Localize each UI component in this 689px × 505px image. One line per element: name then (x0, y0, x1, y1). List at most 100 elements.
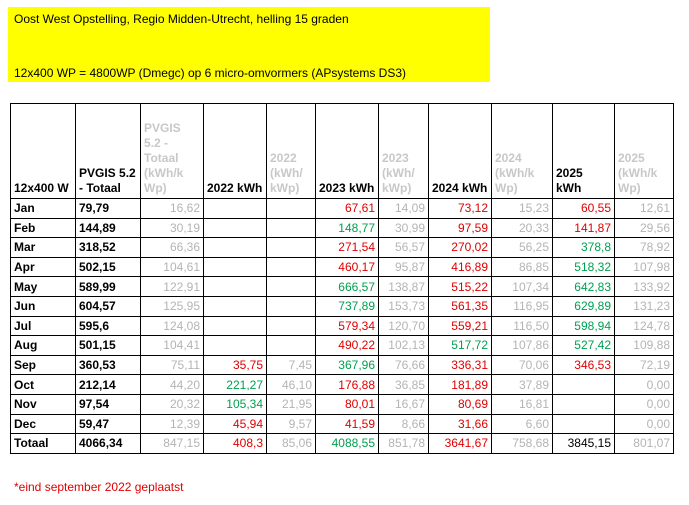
table-cell: 70,06 (491, 354, 553, 376)
table-cell: 138,87 (378, 276, 429, 297)
table-cell: 221,27 (203, 374, 267, 395)
table-cell: 16,81 (491, 393, 553, 415)
column-header: PVGIS 5.2 - Totaal (75, 103, 141, 199)
table-cell: 75,11 (140, 354, 204, 376)
table-cell: 105,34 (203, 393, 267, 415)
table-cell: 120,70 (378, 315, 429, 337)
table-row: Mar 318,52 66,36 271,54 56,57 270,02 56,25 378,… (10, 237, 674, 258)
table-cell: 102,13 (378, 335, 429, 356)
table-cell: 346,53 (552, 354, 615, 376)
table-cell: 116,50 (491, 315, 553, 337)
table-cell: 8,66 (378, 413, 429, 435)
table-cell: 78,92 (614, 237, 674, 258)
title: Oost West Opstelling, Regio Midden-Utrec… (14, 12, 349, 26)
table-cell: 67,61 (315, 198, 379, 219)
table-cell: 122,91 (140, 276, 204, 297)
column-header: 2023 kWh (315, 103, 379, 199)
table-cell: 629,89 (552, 295, 615, 317)
table-row: Jun 604,57 125,95 737,89 153,73 561,35 116,95 6… (10, 295, 674, 317)
table-row: Aug 501,15 104,41 490,22 102,13 517,72 107,86 5… (10, 335, 674, 356)
data-table: 12x400 W PVGIS 5.2 - Totaal PVGIS 5.2 - To… (10, 103, 674, 454)
table-cell: Jun (10, 295, 76, 317)
table-cell: 0,00 (614, 413, 674, 435)
table-cell: 30,19 (140, 217, 204, 239)
table-cell: 527,42 (552, 335, 615, 356)
table-cell: 116,95 (491, 295, 553, 317)
table-row: Sep 360,53 75,11 35,75 7,45 367,96 76,66 336,31… (10, 354, 674, 376)
table-cell: 12,39 (140, 413, 204, 435)
table-cell (203, 237, 267, 258)
table-cell: 7,45 (266, 354, 316, 376)
table-cell: 41,59 (315, 413, 379, 435)
table-row: Jul 595,6 124,08 579,34 120,70 559,21 116,50 59… (10, 315, 674, 337)
column-header: 12x400 W (10, 103, 76, 199)
table-cell: 737,89 (315, 295, 379, 317)
column-header: 2025 kWh (552, 103, 615, 199)
table-cell (266, 276, 316, 297)
table-cell: 847,15 (140, 433, 204, 454)
table-cell: 360,53 (75, 354, 141, 376)
table-cell (266, 237, 316, 258)
table-cell: 3845,15 (552, 433, 615, 454)
table-cell: 104,41 (140, 335, 204, 356)
table-cell: 604,57 (75, 295, 141, 317)
table-cell (266, 335, 316, 356)
table-cell (266, 256, 316, 278)
table-cell: 598,94 (552, 315, 615, 337)
table-cell: 801,07 (614, 433, 674, 454)
table-cell: 80,69 (428, 393, 492, 415)
table-cell: May (10, 276, 76, 297)
table-cell: 86,85 (491, 256, 553, 278)
table-cell (203, 276, 267, 297)
table-cell: 97,59 (428, 217, 492, 239)
table-cell: 9,57 (266, 413, 316, 435)
column-header: 2022 kWh (203, 103, 267, 199)
table-cell: 0,00 (614, 393, 674, 415)
table-cell: 107,86 (491, 335, 553, 356)
column-header: 2025 (kWh/k Wp) (614, 103, 674, 199)
column-header: 2024 kWh (428, 103, 492, 199)
table-cell: 16,67 (378, 393, 429, 415)
table-cell: 4088,55 (315, 433, 379, 454)
table-cell: 44,20 (140, 374, 204, 395)
column-header: 2024 (kWh/k Wp) (491, 103, 553, 199)
table-cell: 20,32 (140, 393, 204, 415)
table-cell: Feb (10, 217, 76, 239)
table-cell: 45,94 (203, 413, 267, 435)
table-cell: 6,60 (491, 413, 553, 435)
table-cell: Sep (10, 354, 76, 376)
table-cell: 80,01 (315, 393, 379, 415)
table-cell: 109,88 (614, 335, 674, 356)
table-cell: Mar (10, 237, 76, 258)
table-cell: 97,54 (75, 393, 141, 415)
table-row: Feb 144,89 30,19 148,77 30,99 97,59 20,33 141,8… (10, 217, 674, 239)
table-cell (266, 217, 316, 239)
table-cell: 589,99 (75, 276, 141, 297)
table-cell (203, 295, 267, 317)
table-row: May 589,99 122,91 666,57 138,87 515,22 107,34 6… (10, 276, 674, 297)
table-cell: 46,10 (266, 374, 316, 395)
table-cell: 35,75 (203, 354, 267, 376)
table-cell: 517,72 (428, 335, 492, 356)
table-cell: 666,57 (315, 276, 379, 297)
table-cell (203, 315, 267, 337)
table-cell: Jan (10, 198, 76, 219)
table-cell: 72,19 (614, 354, 674, 376)
table-cell: 37,89 (491, 374, 553, 395)
table-cell (552, 413, 615, 435)
table-row: Totaal 4066,34 847,15 408,3 85,06 4088,55 851,… (10, 433, 674, 454)
table-cell: 378,8 (552, 237, 615, 258)
table-cell: 490,22 (315, 335, 379, 356)
table-cell (266, 295, 316, 317)
table-cell: 31,66 (428, 413, 492, 435)
table-cell (552, 374, 615, 395)
table-cell: 4066,34 (75, 433, 141, 454)
column-header: 2022 (kWh/ kWp) (266, 103, 316, 199)
table-cell: Apr (10, 256, 76, 278)
table-cell: 107,98 (614, 256, 674, 278)
column-header: 2023 (kWh/ kWp) (378, 103, 429, 199)
table-cell: 15,23 (491, 198, 553, 219)
column-header: PVGIS 5.2 - Totaal (kWh/k Wp) (140, 103, 204, 199)
table-cell: 181,89 (428, 374, 492, 395)
